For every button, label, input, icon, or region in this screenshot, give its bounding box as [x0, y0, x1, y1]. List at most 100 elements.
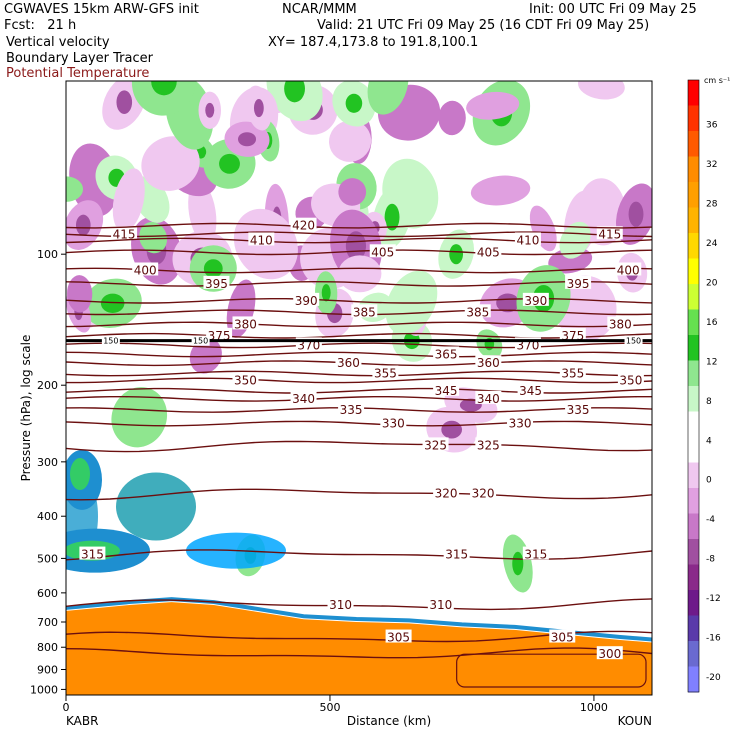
theta-label: 350 — [234, 373, 257, 387]
w-core — [205, 102, 215, 118]
w-core — [449, 244, 464, 265]
theta-label-bg — [369, 244, 396, 258]
theta-label-bg — [522, 292, 549, 306]
colorbar-label: 8 — [706, 397, 712, 407]
w-core — [441, 420, 463, 439]
theta-label: 340 — [477, 392, 500, 406]
colorbar-label: 0 — [706, 476, 712, 486]
plot-frame — [65, 80, 653, 696]
theta-label: 305 — [387, 631, 410, 645]
w-core — [238, 132, 257, 147]
theta-contour-line — [66, 370, 652, 377]
theta-label-bg — [293, 292, 320, 306]
theta-label-bg — [464, 304, 491, 318]
theta-label: 315 — [81, 548, 104, 562]
theta-label-bg — [443, 546, 470, 560]
theta-contour-line — [66, 342, 652, 349]
init-time: Init: 00 UTC Fri 09 May 25 — [529, 2, 697, 17]
center-label: NCAR/MMM — [282, 2, 357, 17]
y-tick-label: 200 — [37, 379, 58, 392]
theta-label-bg — [596, 226, 623, 240]
theta-label: 310 — [329, 598, 352, 612]
theta-label-bg — [206, 327, 233, 341]
tropopause-label-bg — [624, 335, 643, 346]
theta-label: 335 — [340, 403, 363, 417]
w-core — [253, 98, 264, 118]
theta-contours: 415 415 420 410 410 405 405 400 400 395 395 390 390 3… — [66, 217, 652, 661]
w-core — [284, 81, 305, 103]
w-blob — [470, 175, 531, 206]
tropopause-label: 150 — [626, 337, 641, 346]
colorbar-swatch — [688, 564, 699, 591]
colorbar: cm s⁻¹ 36 32 28 24 20 16 12 8 4 0 -4 -8 -12 -16 -20 — [687, 76, 730, 693]
theta-label-bg — [559, 327, 586, 341]
colorbar-frame — [687, 79, 700, 693]
theta-label-bg — [433, 346, 460, 360]
colorbar-swatch — [688, 386, 699, 412]
w-blob — [338, 178, 367, 206]
colorbar-swatch — [688, 462, 699, 489]
w-core — [628, 201, 644, 227]
colorbar-label: 20 — [706, 278, 718, 288]
colorbar-label: 24 — [706, 239, 718, 249]
w-blob — [139, 222, 168, 254]
y-tick-label: 700 — [37, 616, 58, 629]
y-tick-label: 900 — [37, 663, 58, 676]
theta-label: 380 — [234, 317, 257, 331]
w-core — [512, 551, 524, 576]
theta-label-bg — [433, 382, 460, 396]
theta-label-bg — [475, 390, 502, 404]
theta-label-bg — [385, 629, 412, 643]
theta-contour-line — [66, 231, 652, 238]
colorbar-swatch — [688, 360, 699, 387]
right-endpoint-label: KOUN — [618, 714, 652, 728]
y-tick-label: 600 — [37, 587, 58, 600]
w-core — [75, 214, 91, 236]
colorbar-swatch — [688, 207, 699, 234]
theta-contour-line — [66, 488, 652, 501]
theta-label-bg — [470, 485, 497, 499]
w-blob — [329, 120, 372, 162]
theta-label-bg — [232, 316, 259, 330]
theta-label-bg — [380, 415, 407, 429]
w-core — [496, 293, 520, 313]
theta-contour-line — [66, 420, 652, 427]
colorbar-swatch — [688, 615, 699, 642]
tropopause-label: 150 — [103, 337, 118, 346]
theta-label-bg — [522, 546, 549, 560]
theta-contour-line — [66, 222, 652, 229]
theta-label-bg — [607, 316, 634, 330]
theta-label: 305 — [551, 631, 574, 645]
theta-contour-line — [66, 267, 652, 274]
colorbar-swatch — [688, 258, 699, 285]
theta-contour-line — [66, 280, 652, 287]
left-endpoint-label: KABR — [66, 714, 98, 728]
boundary-layer-tracer-field — [66, 449, 286, 573]
valid-time: Valid: 21 UTC Fri 09 May 25 (16 CDT Fri … — [317, 18, 650, 33]
theta-label: 410 — [516, 233, 539, 247]
colorbar-label: -20 — [706, 673, 721, 683]
theta-label: 410 — [250, 233, 273, 247]
colorbar-swatch — [688, 80, 699, 106]
colorbar-label: 12 — [706, 357, 717, 367]
colorbar-label: -4 — [706, 515, 715, 525]
theta-contour-line — [66, 237, 652, 244]
theta-contour-line — [66, 387, 652, 394]
theta-label-bg — [132, 262, 159, 276]
colorbar-swatch — [688, 105, 699, 132]
w-core — [321, 284, 331, 302]
theta-label: 400 — [134, 263, 157, 277]
colorbar-swatch — [688, 131, 699, 157]
theta-label: 365 — [435, 347, 458, 361]
theta-label: 390 — [524, 294, 547, 308]
w-blob — [559, 221, 591, 259]
w-blob — [367, 81, 409, 115]
y-tick-label: 1000 — [30, 683, 58, 696]
theta-label: 395 — [205, 277, 228, 291]
theta-label: 300 — [598, 647, 621, 661]
theta-label-bg — [327, 597, 354, 611]
tropopause-label-bg — [191, 335, 210, 346]
theta-label: 330 — [509, 417, 532, 431]
theta-label-bg — [203, 275, 230, 289]
theta-label: 315 — [524, 548, 547, 562]
